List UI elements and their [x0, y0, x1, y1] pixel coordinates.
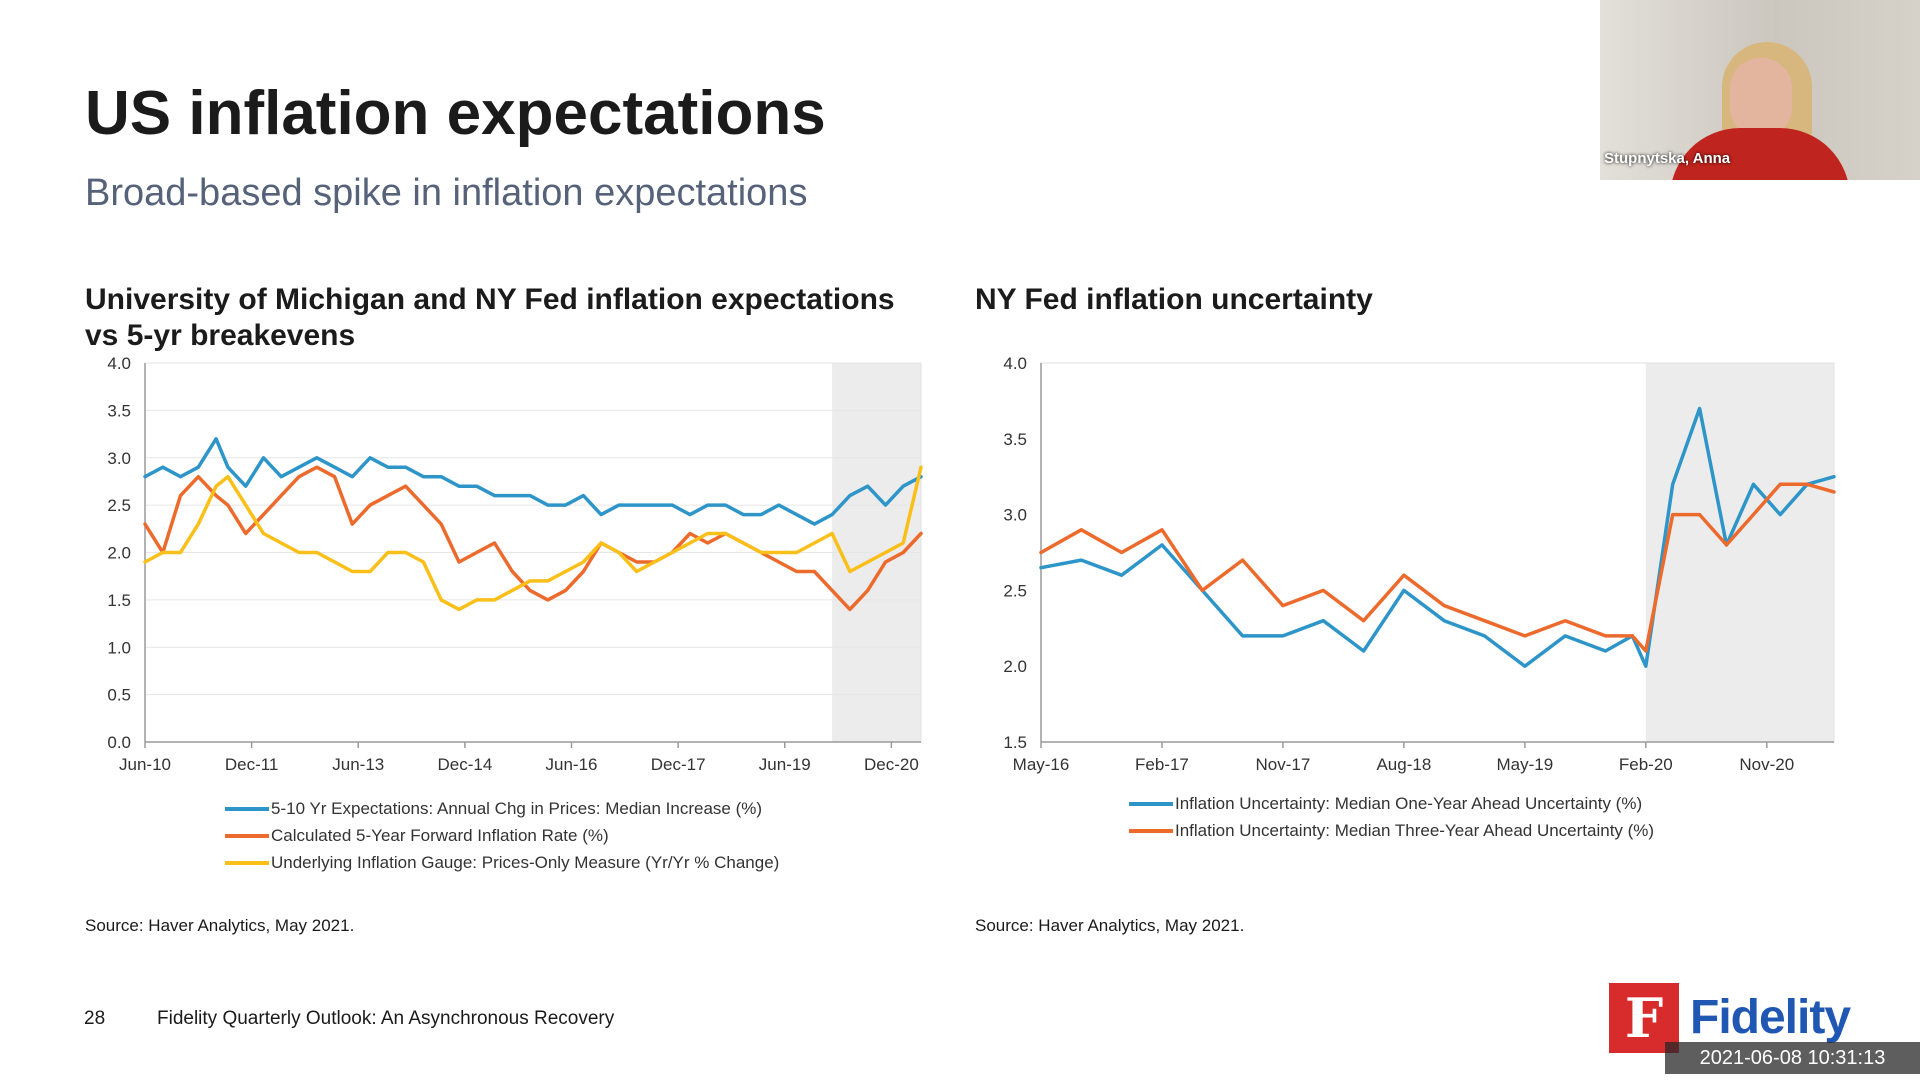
x-tick-label: Feb-17	[1135, 755, 1189, 774]
legend-right: Inflation Uncertainty: Median One-Year A…	[1129, 790, 1654, 844]
x-tick-label: Feb-20	[1619, 755, 1673, 774]
y-tick-label: 2.0	[1003, 657, 1027, 676]
legend-swatch	[1129, 801, 1173, 806]
y-tick-label: 4.0	[1003, 354, 1027, 373]
logo-f-icon: F	[1624, 986, 1664, 1050]
y-tick-label: 3.5	[107, 401, 131, 420]
series-line-2	[143, 465, 923, 612]
x-tick-label: May-16	[1013, 755, 1070, 774]
slide-subtitle: Broad-based spike in inflation expectati…	[85, 172, 808, 214]
x-tick-label: Jun-19	[759, 755, 811, 774]
chart-title-left: University of Michigan and NY Fed inflat…	[85, 283, 895, 352]
legend-item: Underlying Inflation Gauge: Prices-Only …	[225, 849, 779, 876]
y-tick-label: 1.0	[107, 638, 131, 657]
x-tick-label: Jun-16	[546, 755, 598, 774]
x-tick-label: Dec-20	[864, 755, 919, 774]
legend-label: Calculated 5-Year Forward Inflation Rate…	[271, 825, 609, 845]
chart-title-right: NY Fed inflation uncertainty	[975, 283, 1373, 316]
legend-swatch	[225, 833, 269, 838]
legend-swatch	[225, 806, 269, 811]
x-tick-label: Nov-17	[1256, 755, 1311, 774]
slide-title: US inflation expectations	[85, 79, 826, 148]
page-number: 28	[84, 1008, 106, 1029]
y-tick-label: 1.5	[1003, 733, 1027, 752]
y-tick-label: 4.0	[107, 354, 131, 373]
y-tick-label: 0.5	[107, 686, 131, 705]
legend-swatch	[225, 860, 269, 865]
x-tick-label: May-19	[1497, 755, 1554, 774]
y-tick-label: 0.0	[107, 733, 131, 752]
x-tick-label: Dec-17	[651, 755, 706, 774]
series-line-1	[143, 437, 923, 526]
y-tick-label: 2.5	[1003, 581, 1027, 600]
series-line-3	[143, 465, 923, 612]
x-tick-label: Nov-20	[1739, 755, 1794, 774]
participant-face	[1730, 58, 1792, 138]
legend-left: 5-10 Yr Expectations: Annual Chg in Pric…	[225, 795, 779, 876]
y-tick-label: 3.0	[107, 449, 131, 468]
legend-swatch	[1129, 828, 1173, 833]
legend-item: Inflation Uncertainty: Median One-Year A…	[1129, 790, 1654, 817]
x-tick-label: Jun-13	[332, 755, 384, 774]
fidelity-logo-mark: F	[1609, 983, 1679, 1053]
legend-label: Underlying Inflation Gauge: Prices-Only …	[271, 852, 780, 872]
y-tick-label: 3.0	[1003, 506, 1027, 525]
x-tick-label: Jun-10	[119, 755, 171, 774]
legend-label: Inflation Uncertainty: Median Three-Year…	[1175, 820, 1655, 840]
y-tick-label: 3.5	[1003, 430, 1027, 449]
x-tick-label: Dec-11	[225, 755, 279, 774]
fidelity-logo-text: Fidelity	[1690, 991, 1851, 1044]
y-tick-label: 1.5	[107, 591, 131, 610]
legend-label: 5-10 Yr Expectations: Annual Chg in Pric…	[271, 798, 763, 818]
y-tick-label: 2.5	[107, 496, 131, 515]
participant-name: Stupnytska, Anna	[1604, 150, 1731, 167]
y-tick-label: 2.0	[107, 544, 131, 563]
x-tick-label: Dec-14	[437, 755, 492, 774]
shaded-period	[1645, 363, 1834, 742]
timestamp-overlay: 2021-06-08 10:31:13	[1665, 1042, 1920, 1074]
source-note-right: Source: Haver Analytics, May 2021.	[975, 916, 1245, 935]
legend-label: Inflation Uncertainty: Median One-Year A…	[1175, 793, 1643, 813]
legend-item: 5-10 Yr Expectations: Annual Chg in Pric…	[225, 795, 779, 822]
legend-item: Calculated 5-Year Forward Inflation Rate…	[225, 822, 779, 849]
x-tick-label: Aug-18	[1376, 755, 1431, 774]
source-note-left: Source: Haver Analytics, May 2021.	[85, 916, 355, 935]
video-tile[interactable]: Stupnytska, Anna	[1600, 0, 1920, 180]
footer-text: Fidelity Quarterly Outlook: An Asynchron…	[157, 1008, 615, 1029]
series-line-2	[1039, 482, 1836, 653]
legend-item: Inflation Uncertainty: Median Three-Year…	[1129, 817, 1654, 844]
